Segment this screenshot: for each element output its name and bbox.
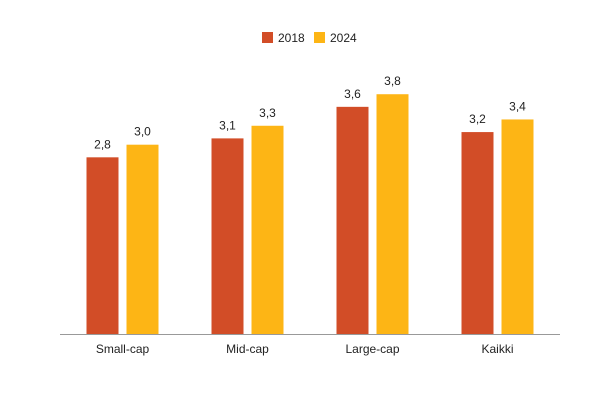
legend-swatch-2024: [314, 32, 325, 43]
category-label-kaikki: Kaikki: [481, 342, 513, 356]
bar-large-cap-2018: [336, 106, 369, 334]
legend-swatch-2018: [262, 32, 273, 43]
value-labels-group: 2,8 3,0 3,1 3,3 3,6 3,8 3,2 3,4: [94, 74, 526, 151]
bar-mid-cap-2024: [251, 125, 284, 335]
legend-label-2018: 2018: [278, 31, 305, 45]
category-labels-group: Small-cap Mid-cap Large-cap Kaikki: [96, 342, 514, 356]
bar-large-cap-2024: [376, 94, 409, 334]
bar-small-cap-2024: [126, 144, 159, 334]
bar-small-cap-2018: [86, 157, 119, 334]
value-label-small-cap-2024: 3,0: [134, 125, 151, 139]
bars-group: [86, 94, 534, 335]
legend: 2018 2024: [262, 31, 357, 45]
legend-label-2024: 2024: [330, 31, 357, 45]
bar-kaikki-2024: [501, 119, 534, 335]
category-label-large-cap: Large-cap: [345, 342, 399, 356]
value-label-small-cap-2018: 2,8: [94, 137, 111, 151]
category-label-mid-cap: Mid-cap: [226, 342, 269, 356]
category-label-small-cap: Small-cap: [96, 342, 150, 356]
value-label-mid-cap-2018: 3,1: [219, 118, 236, 132]
value-label-large-cap-2018: 3,6: [344, 87, 361, 101]
value-label-mid-cap-2024: 3,3: [259, 106, 276, 120]
bar-mid-cap-2018: [211, 138, 244, 334]
value-label-large-cap-2024: 3,8: [384, 74, 401, 88]
bar-kaikki-2018: [461, 132, 494, 334]
value-label-kaikki-2024: 3,4: [509, 99, 526, 113]
value-label-kaikki-2018: 3,2: [469, 112, 486, 126]
